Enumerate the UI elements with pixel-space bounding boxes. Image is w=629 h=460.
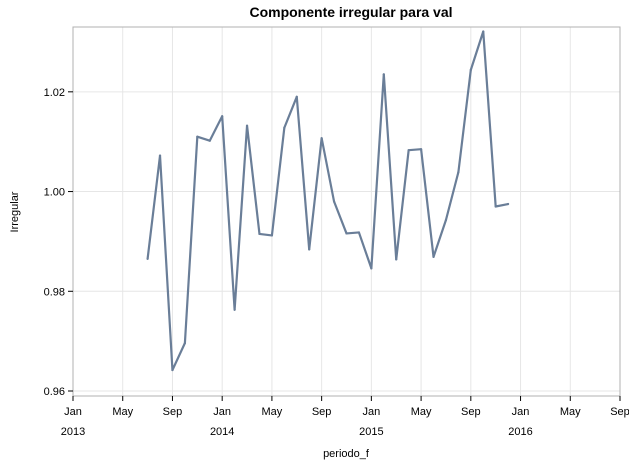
data-point — [196, 135, 199, 138]
data-point — [308, 248, 311, 251]
data-point — [382, 73, 385, 76]
x-tick-label: Jan — [64, 406, 82, 418]
x-tick-year-label: 2013 — [61, 426, 85, 438]
data-point — [345, 232, 348, 235]
data-point — [171, 368, 174, 372]
data-point — [295, 95, 298, 98]
data-point — [245, 124, 249, 127]
data-point — [370, 267, 373, 270]
data-point — [507, 202, 510, 206]
data-point — [258, 232, 261, 236]
data-point — [158, 154, 162, 157]
x-tick-label: Jan — [362, 406, 380, 418]
data-point — [320, 137, 323, 140]
data-point — [332, 200, 336, 203]
y-tick-label: 1.02 — [44, 87, 65, 99]
data-point — [183, 342, 186, 345]
irregular-series-line — [146, 30, 509, 372]
x-tick-label: Sep — [610, 406, 629, 418]
data-point — [469, 68, 472, 71]
data-point — [444, 218, 448, 222]
data-point — [357, 231, 361, 234]
data-point — [283, 126, 286, 129]
grid-layer — [72, 27, 621, 396]
x-tick-label: Jan — [512, 406, 530, 418]
data-point — [146, 257, 149, 260]
data-point — [457, 171, 460, 174]
x-tick-label: Jan — [213, 406, 231, 418]
data-point — [419, 148, 423, 151]
data-point — [482, 30, 485, 33]
y-axis-label: Irregular — [9, 191, 21, 232]
y-tick-label: 0.96 — [44, 386, 65, 398]
data-point — [221, 115, 224, 118]
data-point — [407, 149, 410, 152]
chart-title: Componente irregular para val — [249, 4, 452, 20]
x-tick-year-label: 2016 — [508, 426, 532, 438]
y-tick-label: 1.00 — [44, 187, 65, 199]
y-tick-label: 0.98 — [44, 286, 65, 298]
data-point — [233, 308, 236, 311]
series-layer — [146, 30, 510, 372]
x-tick-label: Sep — [312, 406, 332, 418]
data-point — [270, 234, 274, 237]
x-tick-year-label: 2015 — [359, 426, 383, 438]
data-point — [395, 258, 398, 261]
x-tick-label: Sep — [163, 406, 183, 418]
data-point — [494, 205, 497, 208]
x-tick-label: May — [262, 406, 283, 418]
x-tick-label: Sep — [461, 406, 481, 418]
x-tick-year-label: 2014 — [210, 426, 234, 438]
data-point — [432, 255, 435, 258]
x-tick-label: May — [112, 406, 133, 418]
data-point — [208, 139, 211, 142]
x-tick-label: May — [560, 406, 581, 418]
x-axis-label: periodo_f — [323, 448, 370, 460]
x-tick-label: May — [411, 406, 432, 418]
plot-frame — [72, 26, 621, 397]
axis-layer: Jan 2013 May Sep Jan 2014 May Sep Jan 2015 May Sep J… — [44, 87, 629, 438]
